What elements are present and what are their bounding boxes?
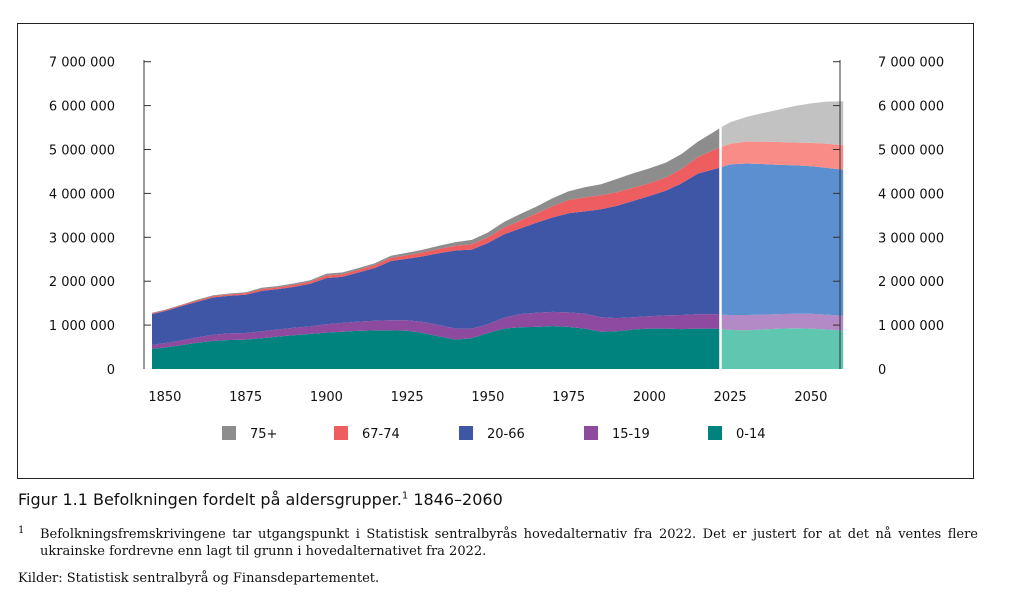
legend-swatch-75+	[222, 426, 236, 440]
chart-axes: 0 0 1 000 000 1 000 000 2 000 000 2 000 000 3 …	[49, 56, 944, 405]
caption-range: 1846–2060	[408, 490, 503, 509]
y-tick-label-right: 7 000 000	[878, 56, 944, 71]
x-tick-label: 2050	[794, 390, 827, 405]
y-tick-label-left: 0	[107, 363, 115, 378]
footnote-text: Befolkningsfremskrivingene tar utgangspu…	[40, 527, 978, 559]
legend-swatch-15-19	[584, 426, 598, 440]
legend-swatch-0-14	[708, 426, 722, 440]
y-tick-label-left: 6 000 000	[49, 100, 115, 115]
x-tick-label: 1975	[552, 390, 585, 405]
x-tick-label: 2000	[633, 390, 666, 405]
y-tick-label-right: 2 000 000	[878, 275, 944, 290]
footnote-mark: 1	[18, 525, 25, 536]
legend-label-0-14: 0-14	[736, 427, 766, 442]
area-67-74-projection	[720, 141, 844, 170]
y-tick-label-right: 0	[878, 363, 886, 378]
y-tick-label-right: 1 000 000	[878, 319, 944, 334]
x-tick-label: 1875	[229, 390, 262, 405]
area-20-66-projection	[720, 163, 844, 316]
legend-label-20-66: 20-66	[487, 427, 525, 442]
area-15-19-projection	[720, 313, 844, 331]
legend-swatch-20-66	[459, 426, 473, 440]
x-tick-label: 1850	[148, 390, 181, 405]
figure-caption: Figur 1.1 Befolkningen fordelt på alders…	[18, 490, 503, 509]
legend-label-75+: 75+	[250, 427, 277, 442]
area-0-14-historical	[152, 326, 721, 369]
y-tick-label-left: 1 000 000	[49, 319, 115, 334]
area-0-14-projection	[720, 328, 844, 369]
y-tick-label-right: 3 000 000	[878, 231, 944, 246]
area-67-74-historical	[152, 147, 721, 315]
area-20-66-historical	[152, 167, 721, 345]
y-tick-label-right: 6 000 000	[878, 100, 944, 115]
y-tick-label-left: 4 000 000	[49, 187, 115, 202]
caption-footnote-ref: 1	[401, 490, 409, 502]
y-tick-label-left: 3 000 000	[49, 231, 115, 246]
y-tick-label-right: 5 000 000	[878, 144, 944, 159]
area-15-19-historical	[152, 311, 721, 349]
sources-note: Kilder: Statistisk sentralbyrå og Finans…	[18, 571, 380, 586]
x-tick-label: 1900	[310, 390, 343, 405]
population-area-chart: 0 0 1 000 000 1 000 000 2 000 000 2 000 000 3 …	[49, 56, 944, 442]
chart-areas	[152, 101, 844, 369]
legend-label-15-19: 15-19	[612, 427, 650, 442]
x-tick-label: 1950	[471, 390, 504, 405]
footnote: 1 Befolkningsfremskrivingene tar utgangs…	[18, 525, 978, 560]
caption-title: Befolkningen fordelt på aldersgrupper.	[92, 490, 402, 509]
chart-frame: 0 0 1 000 000 1 000 000 2 000 000 2 000 000 3 …	[17, 23, 974, 479]
legend-label-67-74: 67-74	[362, 427, 400, 442]
y-tick-label-left: 2 000 000	[49, 275, 115, 290]
y-tick-label-left: 5 000 000	[49, 144, 115, 159]
x-tick-label: 2025	[714, 390, 747, 405]
chart-legend: 75+ 67-74 20-66 15-19 0-14	[222, 426, 766, 442]
y-tick-label-right: 4 000 000	[878, 187, 944, 202]
y-tick-label-left: 7 000 000	[49, 56, 115, 71]
caption-prefix: Figur 1.1	[18, 490, 93, 509]
area-75+-projection	[720, 101, 844, 148]
x-tick-label: 1925	[391, 390, 424, 405]
legend-swatch-67-74	[334, 426, 348, 440]
